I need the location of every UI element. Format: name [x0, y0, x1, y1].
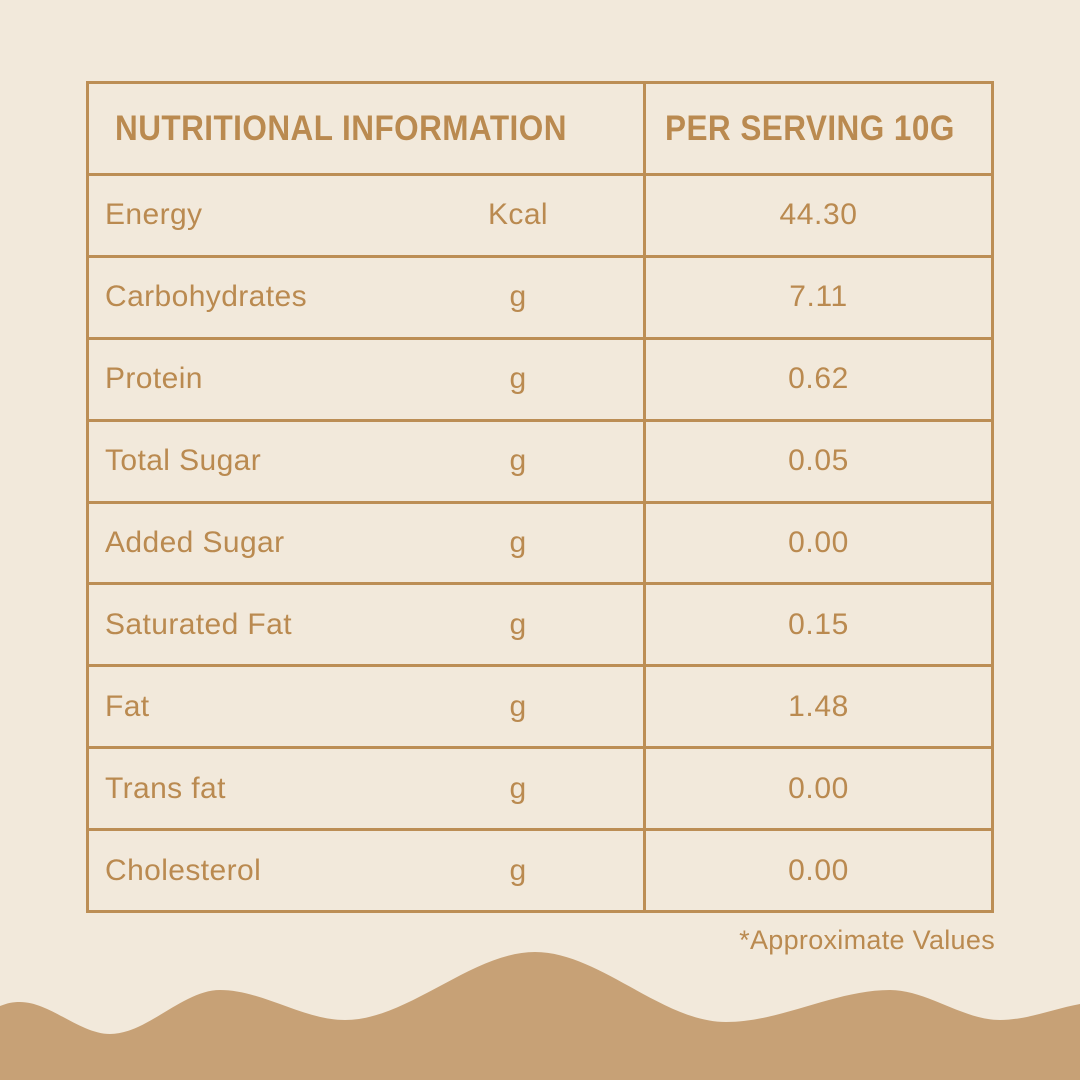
nutrient-unit: g [509, 444, 527, 478]
table-row: Protein g 0.62 [86, 336, 994, 422]
nutrient-value: 0.00 [643, 500, 994, 586]
nutrient-value: 7.11 [643, 254, 994, 340]
nutrient-label: Carbohydrates [105, 280, 307, 314]
table-row: Energy Kcal 44.30 [86, 173, 994, 258]
nutrient-label: Fat [105, 689, 150, 723]
nutrient-unit: g [509, 771, 527, 805]
nutrient-label: Saturated Fat [105, 607, 292, 641]
nutrient-unit: Kcal [488, 198, 548, 232]
nutrient-cell: Saturated Fat g [86, 582, 646, 668]
nutrient-label: Cholesterol [105, 853, 262, 887]
nutrient-unit: g [509, 853, 527, 887]
header-per-serving: PER SERVING 10G [643, 81, 994, 176]
nutrient-unit: g [509, 525, 527, 559]
nutrient-cell: Protein g [86, 336, 646, 422]
table-row: Carbohydrates g 7.11 [86, 254, 994, 340]
nutrient-label: Total Sugar [105, 444, 262, 478]
nutrient-label: Added Sugar [105, 525, 285, 559]
header-nutritional-information: NUTRITIONAL INFORMATION [86, 81, 646, 176]
nutrient-label: Protein [105, 362, 203, 396]
nutrient-label: Trans fat [105, 771, 226, 805]
header-col2-text: PER SERVING 10G [665, 108, 955, 148]
table-row: Cholesterol g 0.00 [86, 828, 994, 913]
header-col1-text: NUTRITIONAL INFORMATION [115, 108, 567, 148]
nutrient-cell: Total Sugar g [86, 418, 646, 504]
nutrient-unit: g [509, 280, 527, 314]
nutrient-unit: g [509, 689, 527, 723]
nutrient-cell: Energy Kcal [86, 173, 646, 258]
nutrient-cell: Carbohydrates g [86, 254, 646, 340]
table-row: Trans fat g 0.00 [86, 746, 994, 831]
nutrient-value: 0.62 [643, 336, 994, 422]
nutrient-value: 0.00 [643, 746, 994, 831]
table-header-row: NUTRITIONAL INFORMATION PER SERVING 10G [86, 81, 994, 176]
nutrient-value: 0.00 [643, 828, 994, 913]
nutrient-cell: Fat g [86, 664, 646, 750]
nutrition-table: NUTRITIONAL INFORMATION PER SERVING 10G … [86, 81, 994, 913]
table-row: Fat g 1.48 [86, 664, 994, 750]
nutrient-value: 0.05 [643, 418, 994, 504]
nutrient-cell: Cholesterol g [86, 828, 646, 913]
table-row: Total Sugar g 0.05 [86, 418, 994, 504]
table-row: Added Sugar g 0.00 [86, 500, 994, 586]
nutrient-value: 1.48 [643, 664, 994, 750]
nutrient-cell: Added Sugar g [86, 500, 646, 586]
nutrient-value: 0.15 [643, 582, 994, 668]
nutrient-label: Energy [105, 198, 203, 232]
nutrient-value: 44.30 [643, 173, 994, 258]
nutrient-unit: g [509, 362, 527, 396]
nutrient-cell: Trans fat g [86, 746, 646, 831]
approximate-values-note: *Approximate Values [739, 925, 995, 955]
table-row: Saturated Fat g 0.15 [86, 582, 994, 668]
bottom-wave-decoration [0, 952, 1080, 1080]
nutrient-unit: g [509, 607, 527, 641]
